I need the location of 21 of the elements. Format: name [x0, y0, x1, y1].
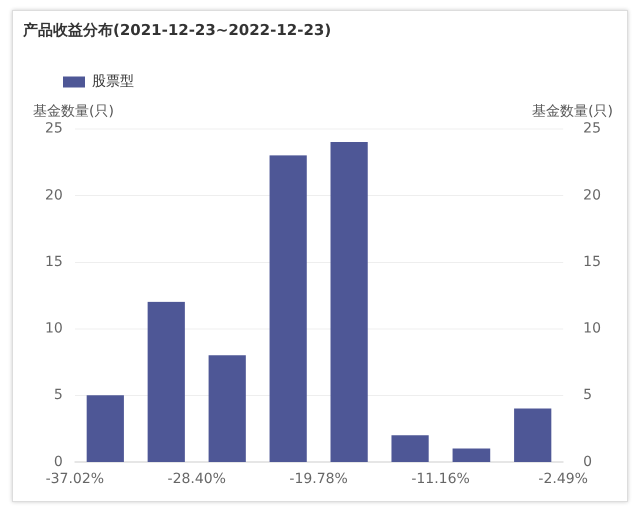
- x-tick-label: -28.40%: [168, 471, 226, 488]
- y2-tick-label: 5: [583, 387, 592, 404]
- y2-tick-label: 0: [583, 454, 592, 470]
- chart-title: 产品收益分布(2021-12-23~2022-12-23): [23, 21, 332, 40]
- y-tick-label: 5: [54, 387, 63, 404]
- y-tick-label: 20: [44, 187, 63, 204]
- y2-tick-label: 25: [583, 120, 602, 137]
- y2-tick-label: 15: [583, 254, 602, 270]
- y2-tick-label: 10: [583, 320, 602, 337]
- x-tick-label: -11.16%: [411, 471, 470, 488]
- y-axis-title: 基金数量(只): [33, 104, 114, 120]
- y-tick-label: 25: [44, 120, 63, 137]
- y2-tick-label: 20: [583, 187, 602, 204]
- y-tick-label: 15: [44, 254, 63, 270]
- y2-axis-title: 基金数量(只): [532, 104, 613, 120]
- x-tick-label: -2.49%: [538, 471, 588, 488]
- legend-label: 股票型: [92, 74, 134, 90]
- x-tick-label: -37.02%: [46, 471, 104, 488]
- x-tick-label: -19.78%: [289, 471, 348, 488]
- y-tick-label: 0: [54, 454, 63, 470]
- y-tick-label: 10: [44, 320, 63, 337]
